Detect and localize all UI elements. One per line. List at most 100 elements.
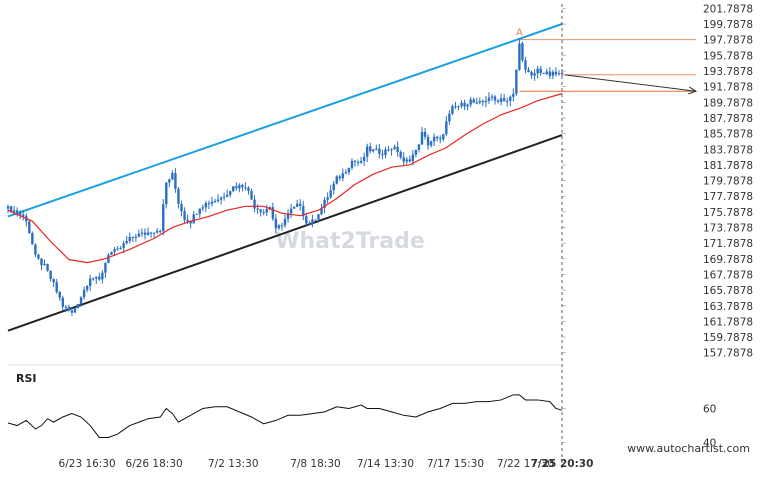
candle-body (55, 282, 58, 292)
price-tick-label: 193.7878 (703, 66, 753, 78)
candle-body (119, 247, 122, 249)
candle-body (213, 200, 217, 202)
candle-body (219, 197, 223, 200)
candle-body (451, 106, 454, 114)
candle-body (283, 218, 287, 226)
candle-body (518, 43, 521, 70)
candle-body (402, 157, 405, 162)
price-tick-label: 183.7878 (703, 144, 753, 156)
candle-body (557, 73, 561, 75)
candle-body (92, 278, 95, 280)
candle-body (429, 141, 433, 146)
candle-body (502, 98, 506, 102)
candle-body (235, 186, 238, 189)
candle-body (250, 190, 253, 200)
price-tick-label: 197.7878 (703, 35, 753, 47)
candle-body (384, 149, 387, 156)
candle-body (271, 207, 275, 219)
candle-body (460, 102, 463, 107)
candle-body (183, 211, 186, 220)
candle-body (527, 69, 530, 73)
candle-body (524, 60, 527, 70)
moving-average-line (7, 93, 563, 264)
candle-body (9, 206, 13, 213)
candle-body (338, 176, 341, 179)
candle-body (177, 188, 180, 204)
candle-body (442, 134, 445, 140)
candle-body (381, 153, 384, 156)
candle-body (533, 73, 536, 76)
candle-body (140, 232, 144, 234)
candle-body (222, 196, 226, 198)
candle-body (369, 146, 372, 152)
candle-body (432, 136, 436, 142)
price-tick-label: 179.7878 (703, 176, 753, 188)
candle-body (189, 221, 192, 224)
candle-body (515, 69, 518, 94)
price-tick-label: 167.7878 (703, 269, 753, 281)
candle-body (204, 203, 208, 208)
price-tick-label: 173.7878 (703, 223, 753, 235)
candle-body (58, 291, 61, 298)
candle-body (232, 186, 235, 192)
candle-body (143, 232, 147, 235)
candle-body (512, 93, 515, 97)
rsi-line (7, 394, 563, 438)
candle-body (101, 272, 104, 280)
site-url[interactable]: www.autochartist.com (627, 442, 750, 455)
candle-body (317, 214, 320, 220)
candle-body (499, 98, 503, 102)
candle-body (347, 167, 351, 173)
candle-body (70, 310, 74, 313)
x-tick-label: 7/14 13:30 (357, 458, 414, 470)
candle-body (548, 71, 552, 76)
candle-body (399, 152, 402, 158)
candle-body (256, 208, 259, 210)
candle-body (134, 236, 138, 238)
forecast-arrow-head (688, 86, 698, 95)
price-tick-label: 161.7878 (703, 316, 753, 328)
candle-body (408, 159, 412, 162)
candle-body (320, 207, 323, 215)
candle-body (37, 254, 40, 259)
candle-body (113, 249, 116, 253)
candle-body (393, 146, 396, 150)
candle-body (104, 262, 107, 273)
rsi-tick-label: 60 (703, 403, 716, 415)
candle-body (292, 206, 296, 209)
candle-body (536, 68, 539, 74)
candle-body (323, 199, 326, 208)
candle-body (314, 219, 317, 221)
watermark-text: What2Trade (275, 229, 425, 254)
candle-body (73, 308, 77, 313)
candle-body (469, 99, 472, 105)
candle-body (493, 96, 497, 101)
candle-body (350, 160, 354, 168)
rsi-title: RSI (16, 372, 37, 385)
candle-body (64, 306, 68, 308)
candle-body (158, 230, 162, 232)
candle-body (378, 148, 381, 154)
candle-body (353, 160, 357, 162)
candle-body (180, 203, 183, 212)
candle-body (95, 276, 98, 279)
candle-body (326, 197, 329, 200)
candle-body (484, 100, 488, 103)
candle-body (329, 190, 332, 198)
candle-body (43, 263, 46, 266)
candle-body (274, 218, 278, 229)
candle-body (18, 212, 22, 215)
candle-body (31, 233, 34, 245)
candle-body (174, 172, 177, 189)
candle-body (554, 71, 558, 75)
x-tick-label: 7/17 15:30 (427, 458, 484, 470)
candle-body (356, 161, 360, 163)
price-tick-label: 187.7878 (703, 113, 753, 125)
candle-body (417, 144, 421, 150)
candle-body (426, 136, 430, 146)
price-tick-label: 157.7878 (703, 348, 753, 360)
candle-body (265, 209, 268, 213)
candle-body (280, 225, 284, 227)
candle-body (52, 278, 55, 283)
